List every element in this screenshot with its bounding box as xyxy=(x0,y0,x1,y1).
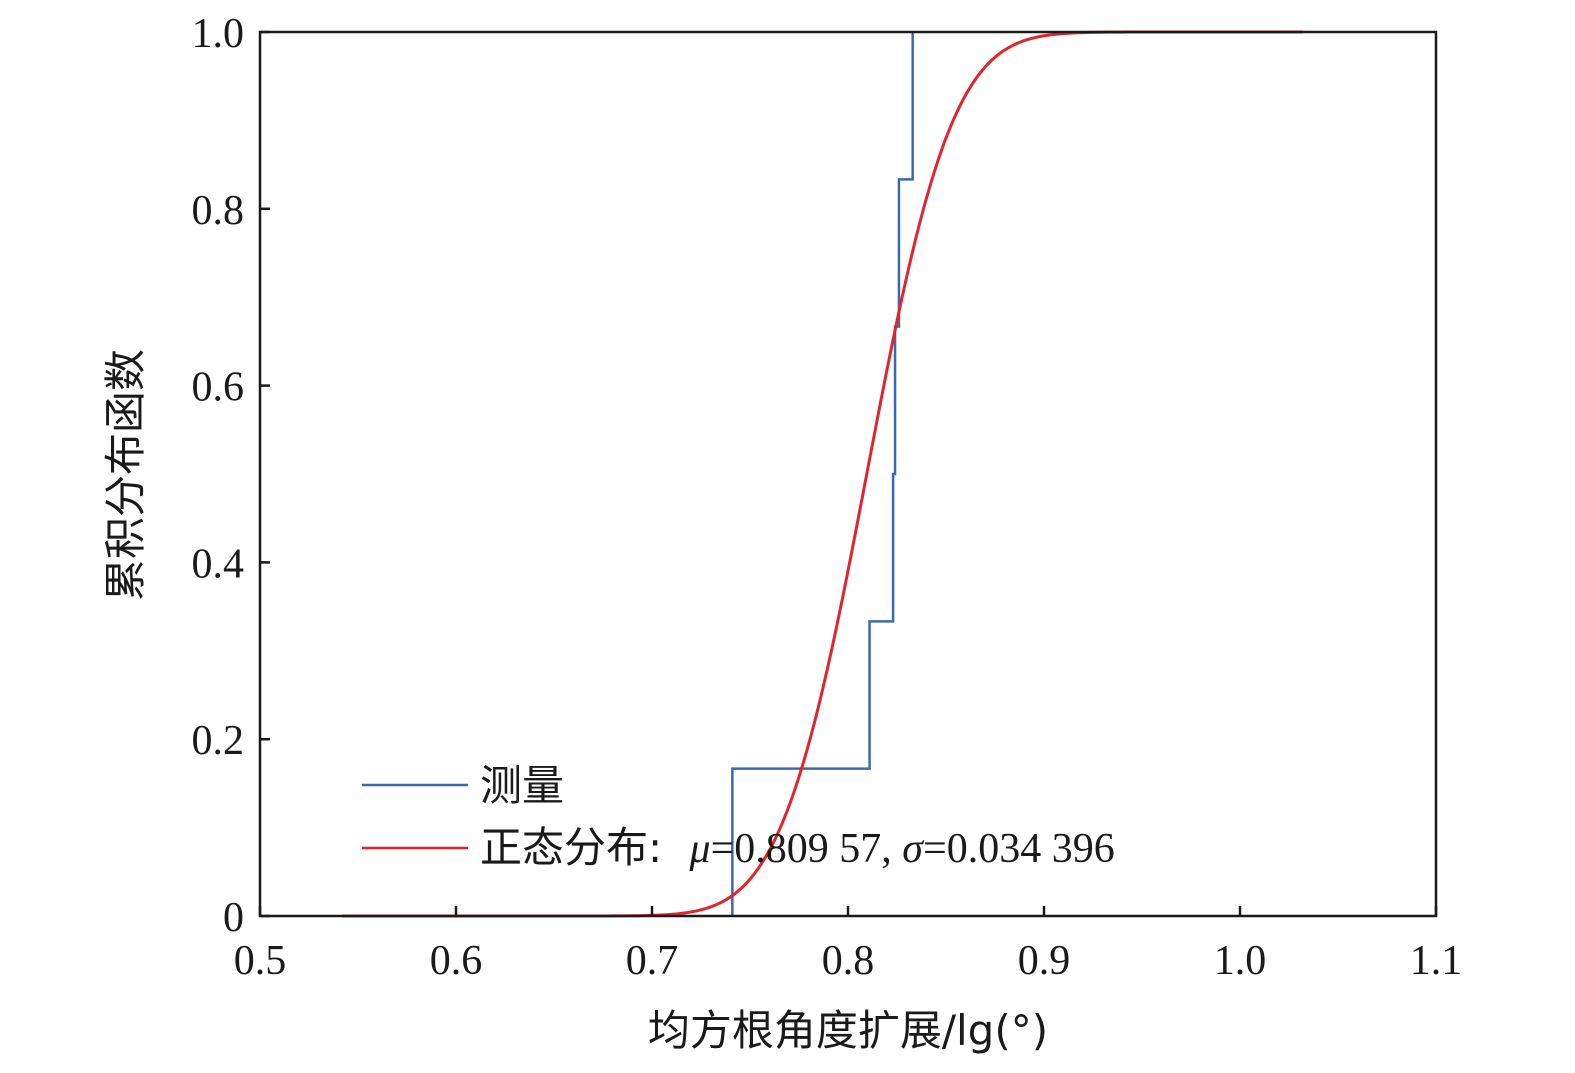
y-tick-label: 1.0 xyxy=(192,11,245,57)
series-measured-line xyxy=(731,32,914,916)
y-tick-label: 0.6 xyxy=(192,365,245,411)
legend-normal-label: 正态分布: μ=0.809 57, σ=0.034 396 xyxy=(480,823,1115,872)
x-tick-label: 0.9 xyxy=(1018,938,1071,984)
legend-mu-symbol: μ xyxy=(689,826,711,872)
legend-measured-label: 测量 xyxy=(480,761,564,810)
x-tick-label: 1.0 xyxy=(1214,938,1267,984)
y-tick-label: 0 xyxy=(223,895,244,941)
axis-ticks: 0.5 0.6 0.7 0.8 0.9 1.0 1.1 0 0.2 0.4 0.6 0.8 1.0 xyxy=(192,11,1463,984)
x-tick-label: 0.7 xyxy=(626,938,679,984)
plot-frame xyxy=(258,30,1438,918)
y-axis-title: 累积分布函数 xyxy=(101,349,150,601)
y-tick-label: 0.4 xyxy=(192,541,245,587)
legend-normal-prefix: 正态分布: xyxy=(480,823,676,872)
legend: 测量 正态分布: μ=0.809 57, σ=0.034 396 xyxy=(362,761,1115,872)
y-tick-label: 0.8 xyxy=(192,188,245,234)
legend-mu-value: =0.809 57, xyxy=(711,826,903,872)
x-tick-label: 0.8 xyxy=(822,938,875,984)
x-tick-label: 1.1 xyxy=(1410,938,1463,984)
y-tick-label: 0.2 xyxy=(192,718,245,764)
x-tick-label: 0.5 xyxy=(234,938,287,984)
x-tick-label: 0.6 xyxy=(430,938,483,984)
x-axis-title: 均方根角度扩展/lg(°) xyxy=(648,1006,1048,1055)
legend-sigma-value: =0.034 396 xyxy=(923,826,1115,872)
legend-sigma-symbol: σ xyxy=(902,826,925,872)
